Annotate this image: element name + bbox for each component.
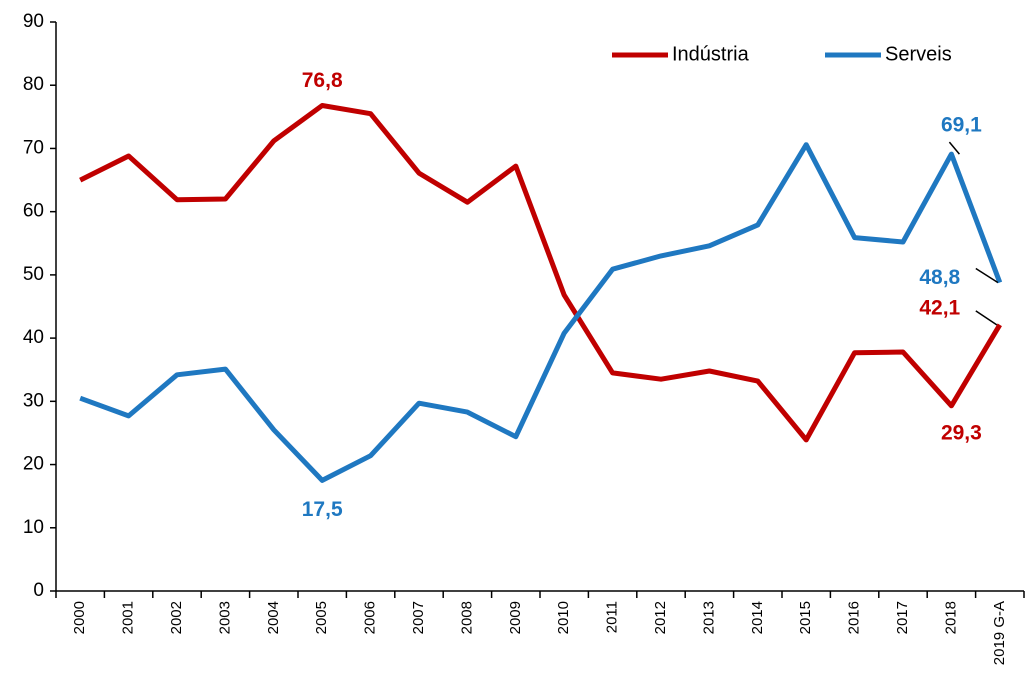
y-tick-label: 30 (23, 390, 44, 411)
data-label: 48,8 (919, 266, 960, 289)
data-label: 76,8 (302, 69, 343, 92)
x-tick-label: 2002 (168, 601, 185, 634)
x-tick-label: 2003 (216, 601, 233, 634)
leader-line (975, 310, 998, 326)
x-tick-label: 2008 (458, 601, 475, 634)
x-tick-label: 2000 (71, 601, 88, 634)
series-line (79, 142, 1003, 483)
x-tick-label: 2004 (265, 601, 282, 634)
y-tick-label: 10 (23, 517, 44, 538)
x-tick-label: 2007 (410, 601, 427, 634)
legend-label: Serveis (885, 43, 952, 65)
x-tick-label: 2009 (507, 601, 524, 634)
x-tick-label: 2005 (313, 601, 330, 634)
legend-label: Indústria (672, 43, 750, 65)
y-tick-label: 80 (23, 74, 44, 95)
x-tick-label: 2010 (555, 601, 572, 634)
x-tick-label: 2012 (652, 601, 669, 634)
y-tick-label: 20 (23, 454, 44, 475)
y-tick-label: 0 (33, 580, 44, 601)
x-tick-label: 2018 (942, 601, 959, 634)
x-tick-label: 2013 (700, 601, 717, 634)
x-tick-label: 2006 (362, 601, 379, 634)
y-tick-label: 60 (23, 201, 44, 222)
data-label: 29,3 (941, 421, 982, 444)
x-tick-label: 2019 G-A (991, 601, 1008, 665)
x-tick-label: 2015 (797, 601, 814, 634)
y-tick-label: 90 (23, 11, 44, 32)
y-tick-label: 40 (23, 327, 44, 348)
data-label: 42,1 (919, 296, 960, 319)
x-tick-label: 2011 (604, 601, 621, 633)
data-label: 17,5 (302, 498, 343, 521)
x-tick-label: 2001 (120, 601, 137, 634)
series-line (79, 103, 1002, 443)
x-tick-label: 2014 (749, 601, 766, 634)
leader-line (948, 141, 960, 155)
y-tick-label: 50 (23, 264, 44, 285)
x-tick-label: 2016 (846, 601, 863, 634)
x-tick-label: 2017 (894, 601, 911, 634)
leader-line (975, 267, 999, 284)
y-tick-label: 70 (23, 137, 44, 158)
data-label: 69,1 (941, 114, 982, 137)
